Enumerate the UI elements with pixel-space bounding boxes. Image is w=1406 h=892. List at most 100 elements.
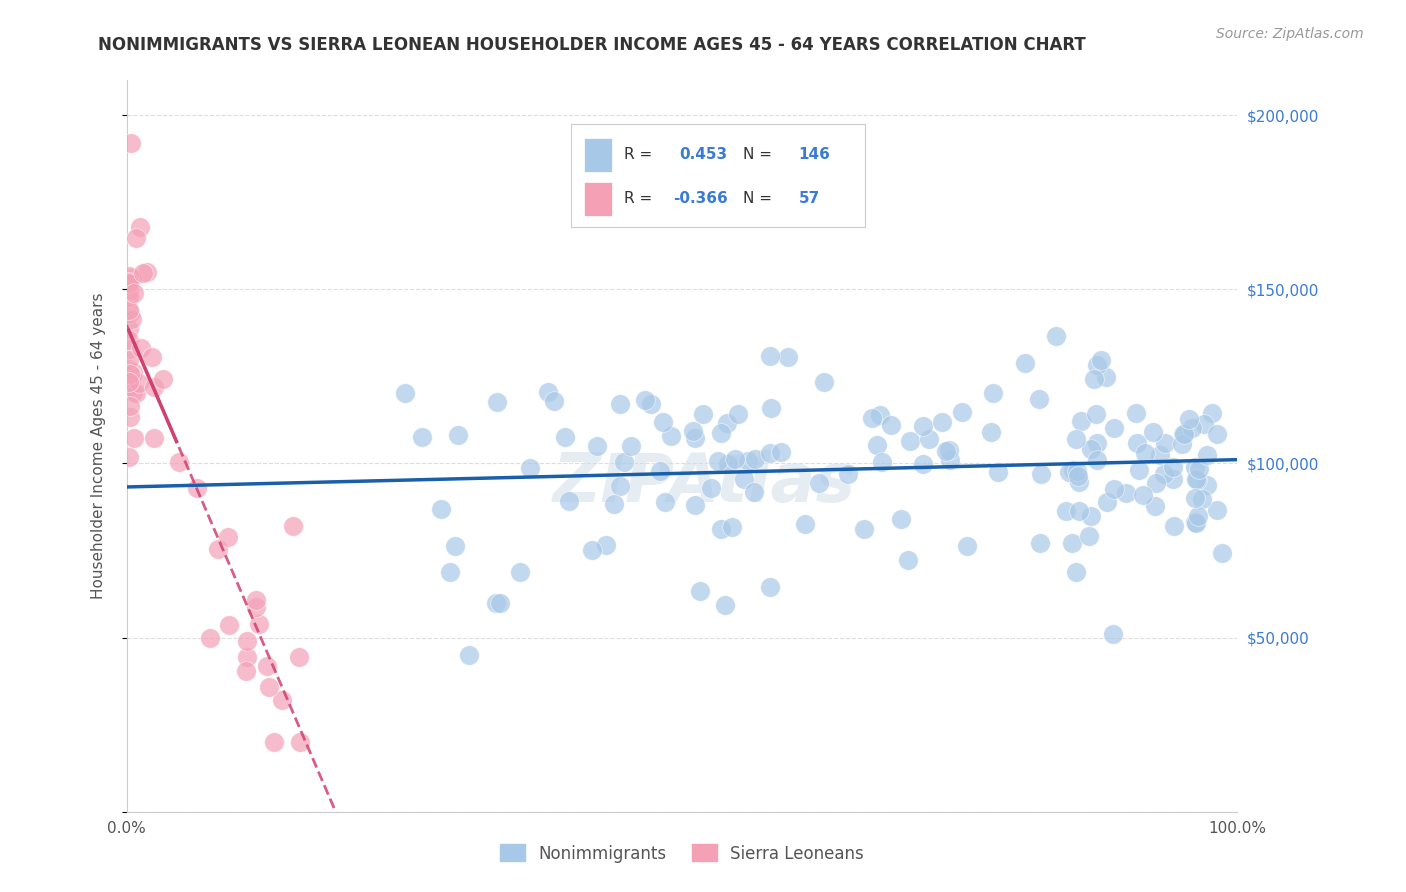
Point: [1171, 436, 1194, 450]
Point: [1191, 492, 1213, 507]
Text: R =: R =: [624, 191, 652, 206]
Bar: [583, 182, 612, 216]
Point: [1080, 508, 1102, 523]
Point: [911, 419, 934, 434]
Point: [860, 410, 883, 425]
Point: [1188, 462, 1211, 476]
Point: [1153, 467, 1175, 481]
Point: [714, 598, 737, 612]
Point: [288, 650, 311, 665]
Point: [1028, 392, 1050, 406]
Text: NONIMMIGRANTS VS SIERRA LEONEAN HOUSEHOLDER INCOME AGES 45 - 64 YEARS CORRELATIO: NONIMMIGRANTS VS SIERRA LEONEAN HOUSEHOL…: [98, 36, 1087, 54]
Point: [581, 543, 603, 558]
Point: [1085, 407, 1108, 421]
Point: [744, 451, 766, 466]
Point: [776, 351, 799, 365]
Point: [1085, 453, 1108, 467]
Point: [519, 461, 541, 475]
Point: [489, 596, 512, 610]
Point: [1195, 478, 1218, 492]
Point: [121, 368, 143, 382]
Point: [263, 735, 285, 749]
Point: [1090, 353, 1112, 368]
Point: [720, 520, 742, 534]
Point: [118, 378, 141, 392]
Text: R =: R =: [624, 147, 652, 162]
Point: [198, 631, 221, 645]
Point: [1161, 472, 1184, 486]
Point: [1083, 372, 1105, 386]
Point: [1184, 515, 1206, 529]
Point: [446, 428, 468, 442]
Point: [257, 681, 280, 695]
Point: [1128, 463, 1150, 477]
Point: [1102, 627, 1125, 641]
Point: [509, 565, 531, 579]
Point: [288, 735, 311, 749]
Point: [118, 409, 141, 424]
Point: [659, 429, 682, 443]
Point: [724, 451, 747, 466]
Point: [1104, 421, 1126, 435]
Point: [120, 136, 142, 150]
Point: [1029, 536, 1052, 550]
Point: [1178, 412, 1201, 426]
Point: [118, 305, 141, 319]
Point: [558, 494, 581, 508]
Point: [554, 430, 576, 444]
Point: [938, 442, 960, 457]
Point: [640, 397, 662, 411]
Point: [1181, 421, 1204, 435]
Point: [1125, 406, 1147, 420]
Point: [900, 434, 922, 449]
Point: [654, 494, 676, 508]
Point: [1132, 488, 1154, 502]
Point: [912, 457, 935, 471]
Text: N =: N =: [742, 191, 772, 206]
Point: [1205, 427, 1227, 442]
Point: [770, 444, 793, 458]
Point: [737, 453, 759, 467]
Point: [633, 392, 655, 407]
Point: [1095, 494, 1118, 508]
Point: [118, 290, 141, 304]
Point: [609, 478, 631, 492]
Point: [118, 362, 141, 376]
Point: [1060, 536, 1083, 550]
Point: [118, 377, 141, 392]
Point: [758, 581, 780, 595]
Point: [733, 472, 755, 486]
Point: [1185, 472, 1208, 486]
Point: [935, 444, 957, 458]
Point: [218, 617, 240, 632]
Point: [1066, 464, 1088, 478]
Point: [869, 408, 891, 422]
Point: [141, 351, 163, 365]
Point: [1192, 417, 1215, 431]
Point: [1085, 358, 1108, 372]
Point: [118, 375, 141, 389]
Point: [217, 530, 239, 544]
Text: -0.366: -0.366: [673, 191, 728, 206]
Point: [439, 565, 461, 579]
Point: [865, 438, 887, 452]
Point: [980, 425, 1002, 439]
Point: [717, 457, 740, 471]
Point: [1184, 460, 1206, 475]
Point: [1066, 469, 1088, 483]
Point: [118, 322, 141, 336]
Point: [870, 455, 893, 469]
Point: [710, 522, 733, 536]
Point: [152, 372, 174, 386]
Point: [143, 431, 166, 445]
Point: [759, 350, 782, 364]
Point: [981, 386, 1004, 401]
Point: [118, 333, 141, 347]
Point: [121, 365, 143, 379]
Point: [235, 650, 257, 665]
Point: [118, 276, 141, 290]
Point: [122, 286, 145, 301]
Point: [125, 385, 148, 400]
Point: [256, 658, 278, 673]
Point: [543, 393, 565, 408]
